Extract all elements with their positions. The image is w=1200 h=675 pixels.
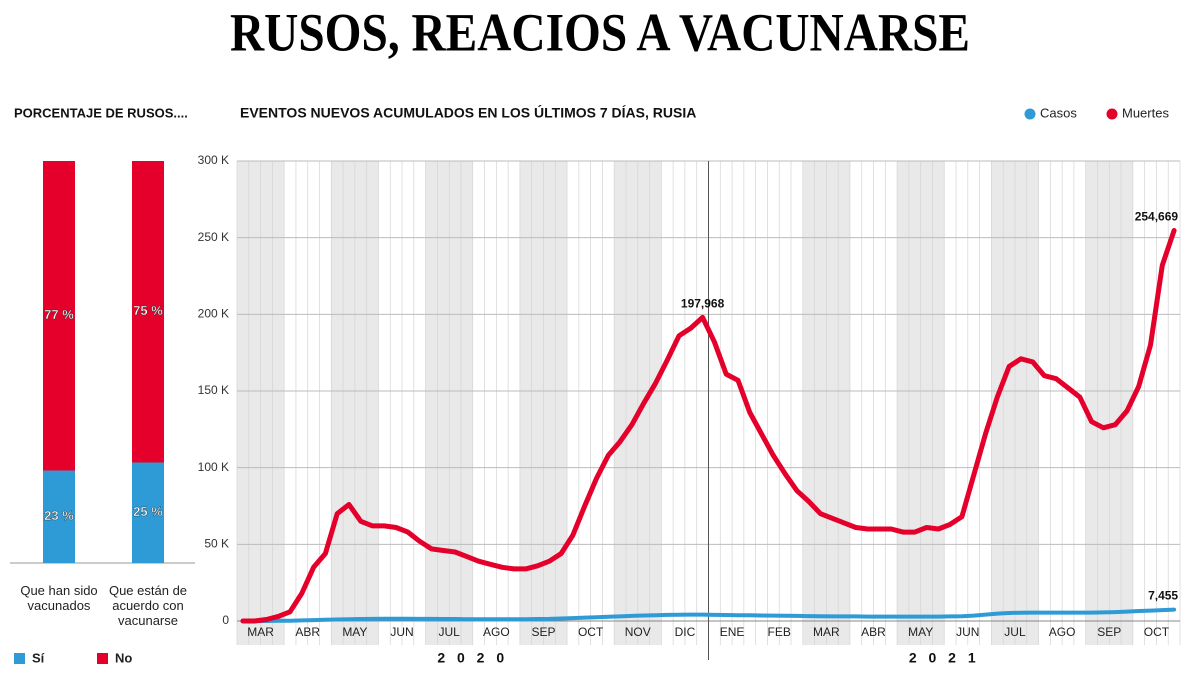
- data-label: 197,968: [681, 297, 725, 311]
- x-tick-label: MAR: [813, 625, 840, 639]
- value-label: 77 %: [44, 307, 74, 322]
- line-chart-title: EVENTOS NUEVOS ACUMULADOS EN LOS ÚLTIMOS…: [240, 104, 696, 121]
- main-title: RUSOS, REACIOS A VACUNARSE: [230, 2, 970, 62]
- year-label: 2 0 2 1: [909, 650, 980, 666]
- bar-segment: [43, 470, 75, 563]
- x-tick-label: JUN: [956, 625, 979, 639]
- y-tick-label: 0: [222, 613, 229, 627]
- legend-label: Muertes: [1122, 105, 1169, 120]
- bar-segment: [132, 462, 164, 563]
- series-line: [240, 607, 1177, 623]
- y-tick-label: 300 K: [198, 153, 229, 167]
- x-tick-label: MAR: [247, 625, 274, 639]
- data-label: 254,669: [1135, 210, 1179, 224]
- x-tick-label: AGO: [1049, 625, 1076, 639]
- value-label: 25 %: [133, 504, 163, 519]
- x-tick-label: MAY: [908, 625, 933, 639]
- x-tick-label: NOV: [625, 625, 651, 639]
- bar-chart-title: PORCENTAJE DE RUSOS....: [14, 105, 188, 120]
- y-tick-label: 50 K: [204, 537, 229, 551]
- bar-segment: [43, 161, 75, 471]
- x-tick-label: ABR: [295, 625, 320, 639]
- x-tick-label: MAY: [342, 625, 367, 639]
- legend-marker: [1024, 108, 1036, 120]
- y-tick-label: 100 K: [198, 460, 229, 474]
- value-label: 23 %: [44, 508, 74, 523]
- x-tick-label: AGO: [483, 625, 510, 639]
- bar-segment: [132, 161, 164, 463]
- x-tick-label: ABR: [861, 625, 886, 639]
- x-tick-label: OCT: [578, 625, 604, 639]
- x-tick-label: JUL: [1004, 625, 1026, 639]
- x-tick-label: JUN: [390, 625, 413, 639]
- value-label: 75 %: [133, 303, 163, 318]
- x-tick-label: JUL: [439, 625, 461, 639]
- y-tick-label: 200 K: [198, 307, 229, 321]
- legend-swatch: [14, 653, 25, 664]
- legend-label: Sí: [32, 650, 45, 665]
- x-tick-label: SEP: [531, 625, 555, 639]
- y-tick-label: 150 K: [198, 383, 229, 397]
- x-category-label: Que están de acuerdo con vacunarse: [108, 583, 188, 628]
- y-tick-label: 250 K: [198, 230, 229, 244]
- data-label: 7,455: [1148, 589, 1178, 603]
- x-tick-label: DIC: [675, 625, 696, 639]
- x-tick-label: FEB: [768, 625, 791, 639]
- series-line: [240, 228, 1177, 624]
- x-category-label: Que han sido vacunados: [20, 583, 98, 613]
- x-tick-label: OCT: [1144, 625, 1170, 639]
- x-tick-label: SEP: [1097, 625, 1121, 639]
- year-label: 2 0 2 0: [437, 650, 508, 666]
- legend-marker: [1106, 108, 1118, 120]
- legend-label: No: [115, 650, 132, 665]
- x-tick-label: ENE: [720, 625, 745, 639]
- legend-swatch: [97, 653, 108, 664]
- legend-label: Casos: [1040, 105, 1077, 120]
